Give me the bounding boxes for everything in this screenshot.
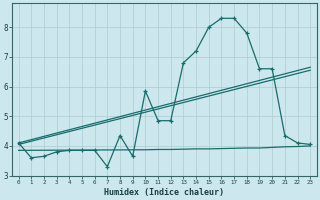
X-axis label: Humidex (Indice chaleur): Humidex (Indice chaleur): [104, 188, 224, 197]
